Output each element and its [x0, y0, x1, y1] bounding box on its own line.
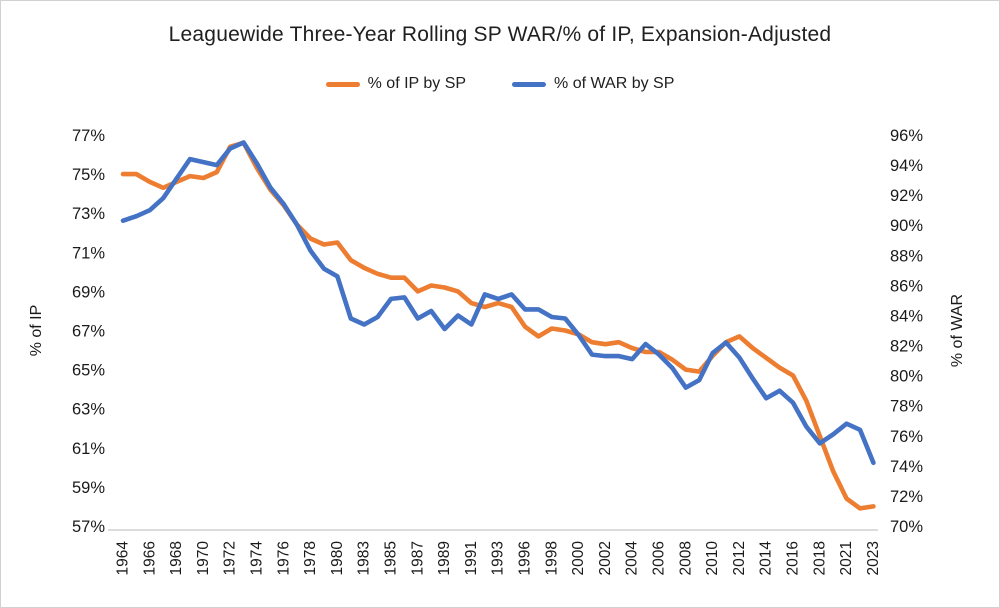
legend-item-ip: % of IP by SP — [325, 75, 467, 93]
right-axis-tick-label: 80% — [890, 368, 923, 386]
x-axis-tick-label: 1980 — [329, 541, 346, 576]
legend-label-ip: % of IP by SP — [367, 75, 467, 92]
x-axis-tick-label: 1993 — [490, 541, 507, 575]
left-axis-tick-label: 65% — [72, 362, 105, 380]
left-axis-tick-label: 67% — [72, 323, 105, 341]
left-axis-tick-label: 63% — [72, 401, 105, 419]
x-axis-tick-label: 2008 — [677, 541, 694, 575]
x-axis-tick-label: 1974 — [249, 541, 266, 576]
x-axis-tick-label: 1978 — [302, 541, 319, 575]
left-axis-tick-label: 69% — [72, 283, 105, 301]
x-axis-tick-label: 1991 — [463, 541, 480, 575]
right-axis-tick-label: 72% — [890, 488, 923, 506]
left-axis-tick-label: 73% — [72, 205, 105, 223]
chart-legend: % of IP by SP % of WAR by SP — [1, 75, 999, 93]
left-axis-tick-label: 75% — [72, 166, 105, 184]
x-axis-tick-label: 1989 — [436, 541, 453, 575]
left-axis-tick-label: 71% — [72, 244, 105, 262]
x-axis-tick-label: 1996 — [517, 541, 534, 575]
x-axis-tick-label: 1976 — [275, 541, 292, 575]
right-axis-tick-label: 82% — [890, 338, 923, 356]
right-axis-tick-label: 70% — [890, 518, 923, 536]
right-axis-tick-label: 92% — [890, 187, 923, 205]
right-axis-title: % of WAR — [949, 294, 966, 367]
x-axis-tick-label: 1985 — [383, 541, 400, 575]
right-axis-tick-label: 90% — [890, 217, 923, 235]
x-axis-tick-label: 2010 — [704, 541, 721, 576]
left-axis-tick-label: 77% — [72, 127, 105, 145]
x-axis-tick-label: 1964 — [115, 541, 132, 576]
left-axis-tick-label: 57% — [72, 518, 105, 536]
x-axis-tick-label: 1987 — [409, 541, 426, 575]
x-axis-tick-label: 2021 — [838, 541, 855, 575]
x-axis-tick-label: 2004 — [624, 541, 641, 576]
right-axis-tick-label: 96% — [890, 127, 923, 145]
legend-item-war: % of WAR by SP — [512, 75, 674, 93]
x-axis-tick-label: 2002 — [597, 541, 614, 575]
x-axis-tick-label: 1998 — [543, 541, 560, 575]
x-axis-tick-label: 2014 — [758, 541, 775, 576]
x-axis-tick-label: 2006 — [651, 541, 668, 575]
right-axis-tick-label: 74% — [890, 458, 923, 476]
ip-line-swatch — [325, 81, 360, 87]
x-axis-tick-label: 2016 — [785, 541, 802, 575]
x-axis-tick-label: 2018 — [811, 541, 828, 575]
x-axis-tick-label: 1972 — [222, 541, 239, 575]
x-axis-tick-label: 1970 — [195, 541, 212, 576]
x-axis-tick-label: 1983 — [356, 541, 373, 575]
chart-title: Leaguewide Three-Year Rolling SP WAR/% o… — [168, 23, 832, 46]
ip-line — [120, 140, 876, 511]
left-axis-title: % of IP — [28, 305, 45, 357]
x-axis-tick-label: 2000 — [570, 541, 587, 576]
x-axis-tick-label: 2012 — [731, 541, 748, 575]
war-line-swatch — [512, 81, 547, 87]
right-axis-tick-label: 76% — [890, 428, 923, 446]
right-axis-tick-label: 86% — [890, 277, 923, 295]
left-axis-tick-label: 61% — [72, 440, 105, 458]
x-axis-tick-label: 1966 — [141, 541, 158, 575]
right-axis-tick-label: 78% — [890, 398, 923, 416]
legend-label-war: % of WAR by SP — [554, 75, 675, 92]
right-axis-tick-label: 88% — [890, 247, 923, 265]
war-line — [120, 140, 876, 466]
right-axis-tick-label: 94% — [890, 157, 923, 175]
right-axis-tick-label: 84% — [890, 307, 923, 325]
x-axis-tick-label: 2023 — [865, 541, 882, 575]
x-axis-tick-label: 1968 — [168, 541, 185, 575]
left-axis-tick-label: 59% — [72, 479, 105, 497]
